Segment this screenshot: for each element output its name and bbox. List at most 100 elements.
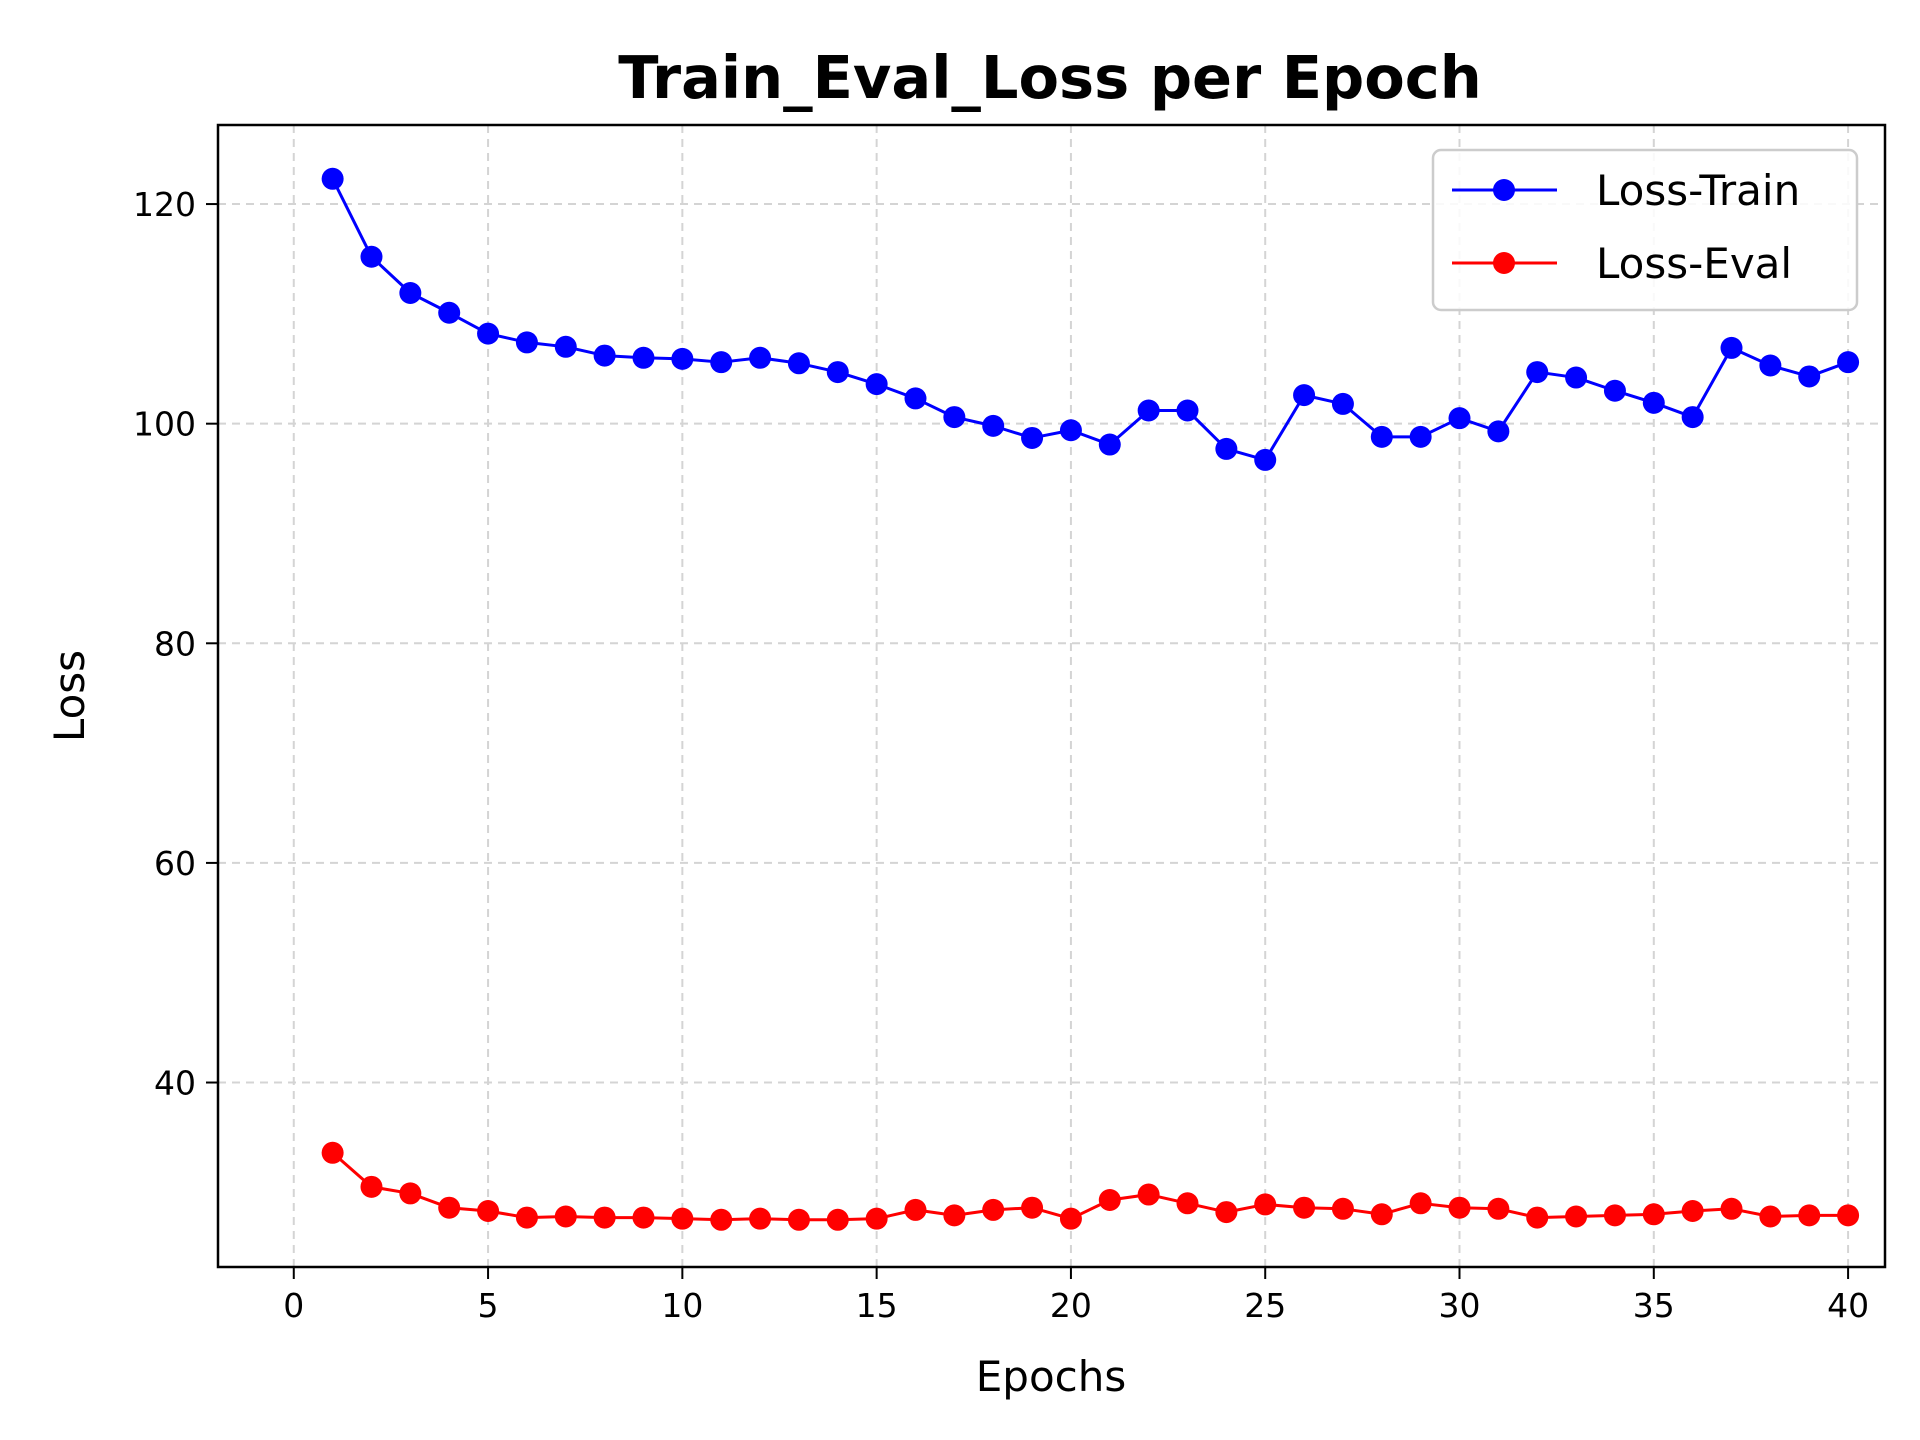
data-point-loss-eval: [787, 1208, 810, 1231]
data-point-loss-eval: [749, 1207, 772, 1230]
data-point-loss-eval: [399, 1182, 422, 1205]
data-point-loss-eval: [1526, 1206, 1549, 1229]
data-point-loss-eval: [1059, 1207, 1082, 1230]
x-tick-label: 10: [661, 1286, 703, 1325]
data-point-loss-train: [1681, 406, 1704, 429]
legend-marker-loss-eval: [1493, 252, 1515, 274]
data-point-loss-eval: [671, 1207, 694, 1230]
data-point-loss-train: [1331, 392, 1354, 415]
data-point-loss-eval: [826, 1208, 849, 1231]
data-point-loss-train: [1137, 399, 1160, 422]
data-point-loss-train: [1448, 407, 1471, 430]
x-tick-label: 40: [1827, 1286, 1869, 1325]
data-point-loss-train: [1487, 420, 1510, 443]
data-point-loss-train: [1215, 437, 1238, 460]
data-point-loss-train: [749, 346, 772, 369]
data-point-loss-eval: [1487, 1197, 1510, 1220]
data-point-loss-train: [477, 322, 500, 345]
y-tick-label: 120: [133, 185, 196, 224]
data-point-loss-eval: [1098, 1189, 1121, 1212]
data-point-loss-eval: [321, 1141, 344, 1164]
data-point-loss-eval: [1215, 1201, 1238, 1224]
y-tick-label: 80: [154, 624, 196, 663]
data-point-loss-eval: [515, 1206, 538, 1229]
data-point-loss-train: [593, 344, 616, 367]
data-point-loss-eval: [1798, 1204, 1821, 1227]
data-point-loss-train: [554, 335, 577, 358]
data-point-loss-eval: [632, 1206, 655, 1229]
data-point-loss-train: [904, 387, 927, 410]
x-tick-label: 15: [856, 1286, 898, 1325]
data-point-loss-eval: [1370, 1203, 1393, 1226]
data-point-loss-eval: [1565, 1205, 1588, 1228]
data-point-loss-eval: [1448, 1196, 1471, 1219]
data-point-loss-eval: [1409, 1192, 1432, 1215]
data-point-loss-eval: [1331, 1197, 1354, 1220]
data-point-loss-eval: [554, 1205, 577, 1228]
y-tick-label: 100: [133, 405, 196, 444]
series-line-loss-eval: [331, 1151, 1849, 1222]
data-point-loss-train: [982, 414, 1005, 437]
data-point-loss-train: [826, 361, 849, 384]
x-tick-label: 0: [283, 1286, 304, 1325]
legend: Loss-Train Loss-Eval: [1431, 148, 1859, 312]
data-point-loss-train: [1837, 351, 1860, 374]
x-tick-label: 35: [1633, 1286, 1675, 1325]
chart-title: Train_Eval_Loss per Epoch: [618, 43, 1482, 112]
data-point-loss-eval: [593, 1206, 616, 1229]
data-point-loss-eval: [1759, 1205, 1782, 1228]
data-point-loss-train: [1021, 426, 1044, 449]
data-point-loss-eval: [438, 1196, 461, 1219]
data-point-loss-eval: [1681, 1199, 1704, 1222]
legend-label-loss-eval: Loss-Eval: [1596, 239, 1792, 288]
data-point-loss-train: [1565, 366, 1588, 389]
data-point-loss-eval: [1642, 1203, 1665, 1226]
data-point-loss-eval: [1720, 1197, 1743, 1220]
data-point-loss-train: [1254, 448, 1277, 471]
series-line-loss-train: [331, 178, 1849, 462]
data-point-loss-train: [632, 346, 655, 369]
data-point-loss-train: [787, 352, 810, 375]
y-tick-label: 40: [154, 1064, 196, 1103]
series-loss-train: [321, 167, 1860, 471]
x-axis-label: Epochs: [976, 1352, 1127, 1401]
x-tick-label: 20: [1050, 1286, 1092, 1325]
data-point-loss-eval: [1021, 1196, 1044, 1219]
data-point-loss-eval: [904, 1198, 927, 1221]
data-point-loss-train: [321, 167, 344, 190]
data-point-loss-train: [671, 347, 694, 370]
data-point-loss-train: [1798, 365, 1821, 388]
data-point-loss-train: [710, 351, 733, 374]
data-point-loss-train: [438, 301, 461, 324]
x-tick-label: 30: [1439, 1286, 1481, 1325]
data-point-loss-eval: [1603, 1204, 1626, 1227]
data-point-loss-eval: [360, 1175, 383, 1198]
x-tick-label: 25: [1244, 1286, 1286, 1325]
data-point-loss-train: [865, 373, 888, 396]
data-point-loss-train: [1293, 384, 1316, 407]
data-point-loss-train: [1759, 354, 1782, 377]
data-point-loss-train: [1409, 425, 1432, 448]
data-point-loss-train: [360, 245, 383, 268]
legend-marker-loss-train: [1493, 179, 1515, 201]
data-point-loss-eval: [1176, 1192, 1199, 1215]
data-point-loss-train: [943, 406, 966, 429]
data-point-loss-eval: [1137, 1183, 1160, 1206]
y-tick-label: 60: [154, 844, 196, 883]
data-point-loss-train: [1176, 399, 1199, 422]
data-point-loss-train: [1098, 433, 1121, 456]
legend-label-loss-train: Loss-Train: [1596, 166, 1800, 215]
data-point-loss-train: [1720, 336, 1743, 359]
data-point-loss-eval: [477, 1199, 500, 1222]
series-layer: [321, 167, 1860, 1231]
data-point-loss-eval: [1293, 1196, 1316, 1219]
data-point-loss-train: [515, 331, 538, 354]
data-point-loss-eval: [1837, 1204, 1860, 1227]
data-point-loss-train: [399, 282, 422, 305]
data-point-loss-eval: [943, 1204, 966, 1227]
data-point-loss-train: [1059, 419, 1082, 442]
data-point-loss-eval: [865, 1207, 888, 1230]
data-point-loss-train: [1642, 391, 1665, 414]
data-point-loss-train: [1603, 379, 1626, 402]
